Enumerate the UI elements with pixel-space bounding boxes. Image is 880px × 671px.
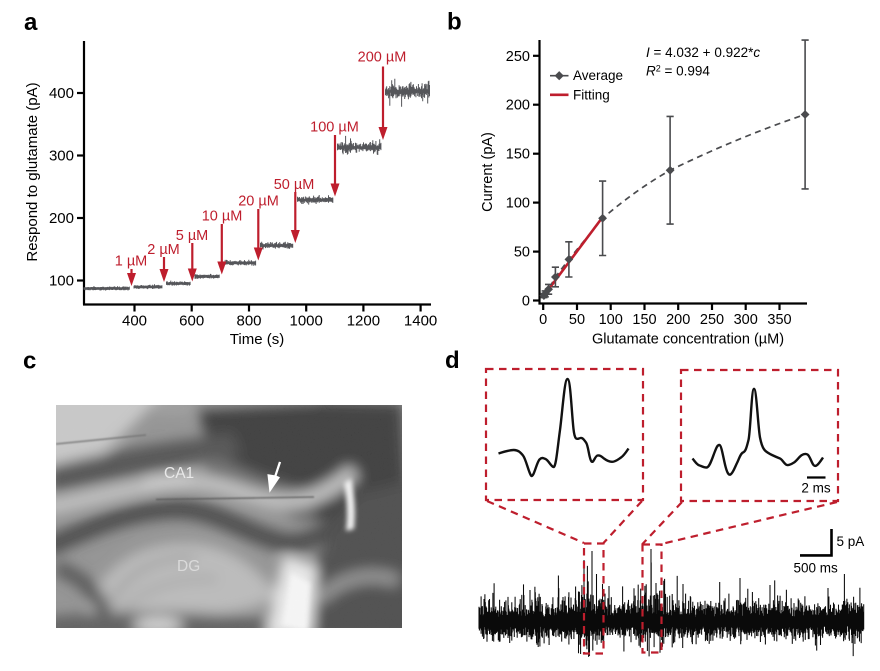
svg-text:Respond to glutamate (pA): Respond to glutamate (pA): [24, 82, 41, 261]
svg-text:1 µM: 1 µM: [115, 254, 148, 270]
svg-text:350: 350: [767, 312, 791, 328]
svg-text:400: 400: [49, 85, 74, 102]
svg-text:Current (pA): Current (pA): [480, 132, 496, 212]
svg-text:b: b: [447, 9, 462, 36]
svg-text:5 pA: 5 pA: [837, 534, 865, 549]
svg-text:300: 300: [734, 312, 758, 328]
svg-text:200 µM: 200 µM: [358, 50, 407, 66]
svg-text:0: 0: [522, 294, 530, 310]
svg-text:10 µM: 10 µM: [202, 209, 243, 225]
svg-text:c: c: [23, 347, 36, 374]
svg-text:a: a: [24, 9, 38, 36]
svg-text:1000: 1000: [290, 313, 323, 330]
svg-text:500 ms: 500 ms: [794, 561, 839, 576]
svg-text:1200: 1200: [347, 313, 380, 330]
svg-text:5 µM: 5 µM: [176, 228, 209, 244]
svg-text:50: 50: [514, 245, 530, 261]
svg-text:100: 100: [49, 273, 74, 290]
svg-text:50: 50: [569, 312, 585, 328]
svg-text:1400: 1400: [404, 313, 437, 330]
svg-text:2 ms: 2 ms: [801, 481, 831, 496]
svg-text:600: 600: [179, 313, 204, 330]
svg-text:R2 = 0.994: R2 = 0.994: [646, 64, 710, 79]
svg-text:d: d: [445, 347, 460, 374]
svg-text:250: 250: [506, 49, 530, 65]
svg-text:Average: Average: [573, 68, 623, 83]
svg-text:20 µM: 20 µM: [238, 194, 279, 210]
svg-text:100 µM: 100 µM: [310, 120, 359, 136]
svg-text:150: 150: [506, 147, 530, 163]
svg-text:400: 400: [122, 313, 147, 330]
svg-text:800: 800: [236, 313, 261, 330]
svg-text:I = 4.032 + 0.922*c: I = 4.032 + 0.922*c: [646, 45, 760, 60]
svg-text:Glutamate concentration (µM): Glutamate concentration (µM): [592, 332, 784, 348]
svg-text:300: 300: [49, 148, 74, 165]
svg-text:100: 100: [506, 196, 530, 212]
svg-text:50 µM: 50 µM: [274, 177, 315, 193]
svg-text:200: 200: [506, 98, 530, 114]
svg-text:Time (s): Time (s): [230, 331, 284, 348]
svg-text:150: 150: [632, 312, 656, 328]
svg-text:200: 200: [49, 210, 74, 227]
svg-text:250: 250: [700, 312, 724, 328]
svg-text:0: 0: [539, 312, 547, 328]
svg-text:Fitting: Fitting: [573, 87, 610, 102]
svg-text:DG: DG: [177, 558, 200, 575]
svg-text:2 µM: 2 µM: [147, 242, 180, 258]
svg-text:200: 200: [666, 312, 690, 328]
svg-text:CA1: CA1: [164, 465, 194, 482]
svg-text:100: 100: [599, 312, 623, 328]
